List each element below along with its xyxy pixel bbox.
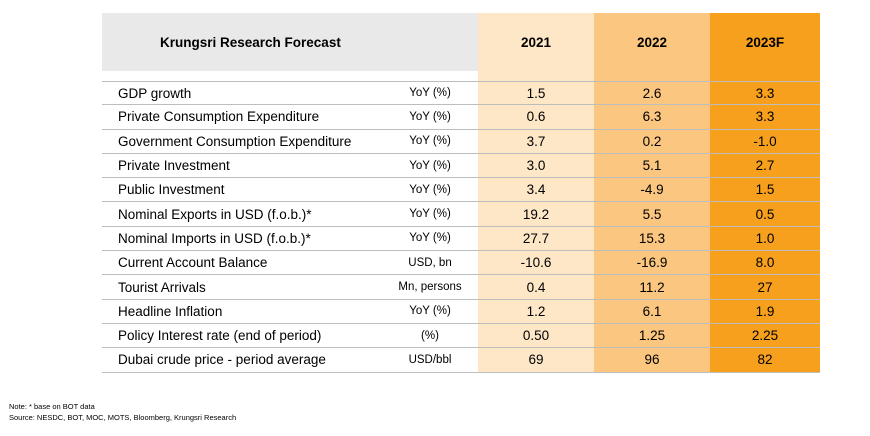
value-2021: 3.4 [478,178,594,202]
row-unit: YoY (%) [409,305,451,318]
value-2022: 15.3 [594,226,710,251]
table-row: Public Investment YoY (%) 3.4 -4.9 1.5 [102,178,820,203]
value-2021: 0.50 [478,323,594,348]
value-2021: 1.5 [478,82,594,105]
note-text: Note: * base on BOT data [9,402,95,411]
value-2023f: 2.7 [710,153,820,178]
row-label: Current Account Balance [118,255,268,271]
row-unit: USD, bn [408,256,452,269]
row-label: Private Investment [118,158,230,174]
table-body: GDP growth YoY (%) 1.5 2.6 3.3 Private Consum… [102,81,820,373]
row-label: Headline Inflation [118,303,223,319]
value-2022: 11.2 [594,275,710,299]
value-2022: 6.3 [594,105,710,129]
row-unit: (%) [421,329,439,342]
header-2021: 2021 [478,13,594,71]
value-2022: 6.1 [594,299,710,323]
table-row: Nominal Exports in USD (f.o.b.)* YoY (%) 1… [102,202,820,227]
value-2021: 3.7 [478,129,594,153]
row-label: Government Consumption Expenditure [118,133,352,149]
row-label: Nominal Imports in USD (f.o.b.)* [118,230,311,246]
table-row: GDP growth YoY (%) 1.5 2.6 3.3 [102,81,820,106]
value-2023f: 1.0 [710,226,820,251]
row-unit: Mn, persons [398,281,462,294]
row-label: Tourist Arrivals [118,279,206,295]
row-label: Private Consumption Expenditure [118,109,320,125]
row-unit: YoY (%) [409,208,451,221]
value-2021: 19.2 [478,202,594,226]
value-2021: -10.6 [478,251,594,275]
row-label: Policy Interest rate (end of period) [118,328,322,344]
value-2023f: 3.3 [710,82,820,105]
value-2021: 0.6 [478,105,594,129]
row-unit: USD/bbl [408,353,452,366]
value-2021: 1.2 [478,299,594,323]
value-2022: 5.1 [594,153,710,178]
table-row: Policy Interest rate (end of period) (%) 0… [102,323,820,349]
table-row: Private Consumption Expenditure YoY (%) 0.… [102,105,820,130]
value-2022: 96 [594,348,710,372]
value-2022: -16.9 [594,251,710,275]
row-unit: YoY (%) [409,135,451,148]
table-title: Krungsri Research Forecast [102,13,478,71]
value-2023f: 1.5 [710,178,820,202]
value-2022: 1.25 [594,323,710,348]
table-row: Current Account Balance USD, bn -10.6 -16.9… [102,251,820,276]
value-2023f: -1.0 [710,129,820,153]
value-2021: 3.0 [478,153,594,178]
footnotes: Note: * base on BOT data Source: NESDC, … [9,401,236,423]
value-2022: 5.5 [594,202,710,226]
value-2021: 0.4 [478,275,594,299]
value-2021: 69 [478,348,594,372]
row-label: Dubai crude price - period average [118,352,326,368]
forecast-table: Krungsri Research Forecast 2021 2022 202… [102,13,820,373]
header-spacer [102,71,820,81]
table-row: Private Investment YoY (%) 3.0 5.1 2.7 [102,153,820,179]
value-2023f: 82 [710,348,820,372]
value-2021: 27.7 [478,226,594,251]
value-2023f: 2.25 [710,323,820,348]
value-2022: 0.2 [594,129,710,153]
row-label: GDP growth [118,85,192,101]
value-2022: 2.6 [594,82,710,105]
row-unit: YoY (%) [409,87,451,100]
table-row: Dubai crude price - period average USD/bb… [102,348,820,373]
row-label: Public Investment [118,182,225,198]
row-unit: YoY (%) [409,110,451,123]
value-2023f: 1.9 [710,299,820,323]
value-2023f: 3.3 [710,105,820,129]
table-row: Headline Inflation YoY (%) 1.2 6.1 1.9 [102,299,820,324]
table-row: Nominal Imports in USD (f.o.b.)* YoY (%) 2… [102,226,820,252]
header-2022: 2022 [594,13,710,71]
row-unit: YoY (%) [409,183,451,196]
header-2023f: 2023F [710,13,820,71]
table-header-row: Krungsri Research Forecast 2021 2022 202… [102,13,820,71]
source-text: Source: NESDC, BOT, MOC, MOTS, Bloomberg… [9,413,237,422]
row-label: Nominal Exports in USD (f.o.b.)* [118,206,312,222]
row-unit: YoY (%) [409,159,451,172]
table-row: Government Consumption Expenditure YoY (%… [102,129,820,154]
value-2023f: 27 [710,275,820,299]
value-2022: -4.9 [594,178,710,202]
value-2023f: 0.5 [710,202,820,226]
row-unit: YoY (%) [409,232,451,245]
table-row: Tourist Arrivals Mn, persons 0.4 11.2 27 [102,275,820,300]
value-2023f: 8.0 [710,251,820,275]
